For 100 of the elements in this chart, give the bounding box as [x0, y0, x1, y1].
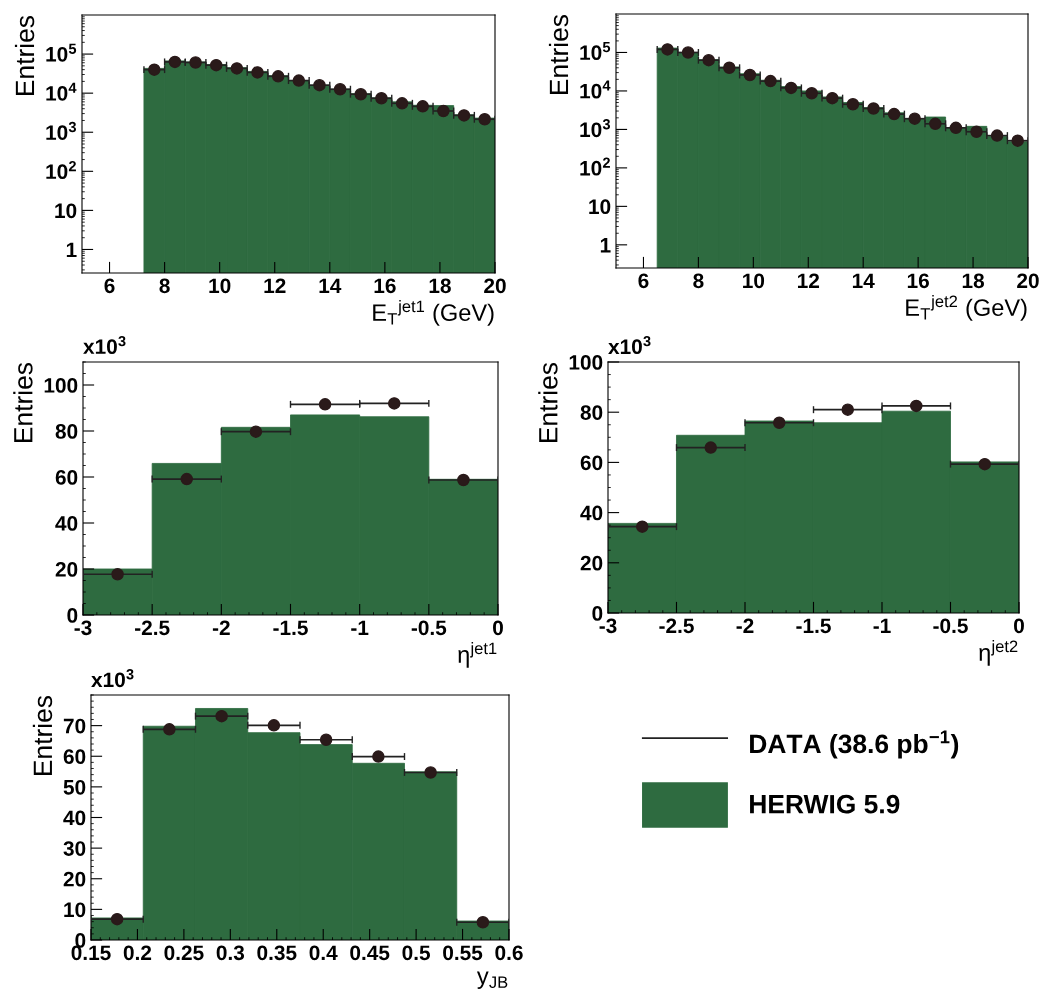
point: [978, 457, 992, 471]
y-tick-label: 10: [64, 902, 86, 918]
y-tick-label: 30: [63, 841, 86, 856]
point: [826, 91, 839, 105]
y-tick-label: 20: [580, 555, 603, 571]
x-tick-label: 0.35: [257, 945, 297, 961]
y-tick-label: 70: [63, 718, 86, 734]
x-tick-label: -1: [351, 620, 369, 635]
x-tick-label: 0.5: [402, 945, 431, 961]
point: [635, 520, 649, 533]
x-tick-label: 10: [743, 273, 765, 289]
point: [318, 398, 332, 411]
y-tick-label: 100: [569, 355, 603, 370]
y-tick-label: 40: [580, 505, 603, 521]
point: [846, 98, 860, 111]
point: [111, 568, 124, 581]
y-tick-label: 10: [589, 199, 611, 215]
text: x10$^{3}$: [608, 336, 651, 355]
point: [841, 403, 855, 416]
point: [209, 58, 223, 72]
point: [702, 53, 715, 67]
point: [333, 82, 347, 96]
y-tick-label: 40: [55, 516, 78, 531]
x-tick-label: 0.55: [443, 945, 483, 961]
point: [743, 68, 757, 82]
point: [805, 87, 818, 100]
y-tick-label: 10$^{2}$: [580, 157, 610, 176]
point: [168, 55, 182, 69]
y-tick-label: 60: [580, 455, 603, 471]
point: [230, 62, 244, 75]
y-tick-label: 60: [63, 749, 86, 764]
x-tick-label: 0.2: [123, 945, 152, 961]
x-tick-label: 0.45: [350, 945, 390, 961]
y-tick-label: 10$^{2}$: [46, 160, 76, 180]
x-tick-label: -0.5: [933, 618, 968, 634]
point: [887, 107, 901, 121]
point: [949, 121, 963, 135]
y-tick-label: 100: [44, 378, 78, 393]
x-tick-label: 0.6: [495, 945, 523, 961]
x-tick-label: 18: [962, 273, 985, 289]
point: [909, 399, 923, 413]
x-tick-label: -1.5: [273, 620, 308, 636]
point: [457, 473, 470, 487]
x-tick-label: 18: [429, 278, 451, 294]
point: [908, 112, 921, 125]
point: [189, 56, 202, 69]
y-axis-title: Entries: [548, 14, 569, 94]
y-tick-label: 10$^{3}$: [46, 121, 76, 140]
y-tick-label: 40: [63, 810, 86, 826]
x-tick-label: 0.3: [216, 945, 245, 961]
x-tick-label: 8: [159, 278, 170, 294]
point: [163, 723, 176, 736]
text: x10$^{3}$: [91, 669, 134, 688]
x-axis-title: y$_{JB}$: [476, 971, 508, 989]
x-tick-label: 0: [493, 620, 503, 636]
y-tick-label: 10$^{3}$: [580, 119, 610, 138]
y-tick-label: 10$^{5}$: [46, 43, 77, 62]
x-tick-label: 8: [693, 273, 704, 289]
y-tick-label: 80: [55, 424, 78, 439]
point: [704, 441, 718, 454]
point: [476, 915, 490, 929]
x-tick-label: 20: [484, 278, 506, 294]
point: [764, 74, 777, 88]
y-tick-label: 10$^{5}$: [580, 42, 611, 61]
x-tick-label: 0: [1014, 618, 1024, 634]
point: [681, 46, 695, 59]
x-tick-label: -1: [873, 618, 891, 633]
point: [661, 43, 674, 56]
y-axis-title: Entries: [32, 695, 53, 775]
point: [180, 472, 194, 486]
x-tick-label: 6: [104, 278, 115, 294]
point: [215, 709, 228, 723]
x-tick-label: -2: [212, 620, 230, 635]
point: [292, 74, 306, 87]
point: [271, 70, 285, 83]
point: [437, 104, 450, 118]
x-tick-label: -2: [736, 618, 754, 633]
point: [354, 87, 368, 101]
point: [372, 750, 385, 763]
x-tick-label: -2.5: [659, 618, 694, 634]
x-tick-label: -1.5: [796, 618, 831, 634]
x-tick-label: 0.4: [309, 945, 338, 961]
text: x10$^{3}$: [83, 335, 126, 355]
point: [929, 117, 942, 131]
point: [251, 66, 264, 79]
point: [375, 92, 388, 105]
point: [416, 100, 429, 113]
x-tick-label: 14: [852, 273, 875, 288]
point: [478, 112, 491, 126]
y-tick-label: 1: [66, 242, 77, 258]
y-tick-label: 10$^{4}$: [46, 82, 77, 101]
y-axis-title: Entries: [14, 15, 35, 95]
point: [457, 109, 471, 122]
x-axis-title: η$^{jet2}$: [979, 640, 1018, 666]
x-tick-label: 16: [907, 273, 929, 289]
x-axis-title: η$^{jet1}$: [458, 642, 497, 668]
point: [784, 81, 798, 95]
x-tick-label: 0.25: [164, 945, 204, 961]
x-axis-title: E$_{T}$$^{jet2}$ (GeV): [906, 295, 1027, 321]
x-tick-label: 20: [1017, 273, 1039, 289]
